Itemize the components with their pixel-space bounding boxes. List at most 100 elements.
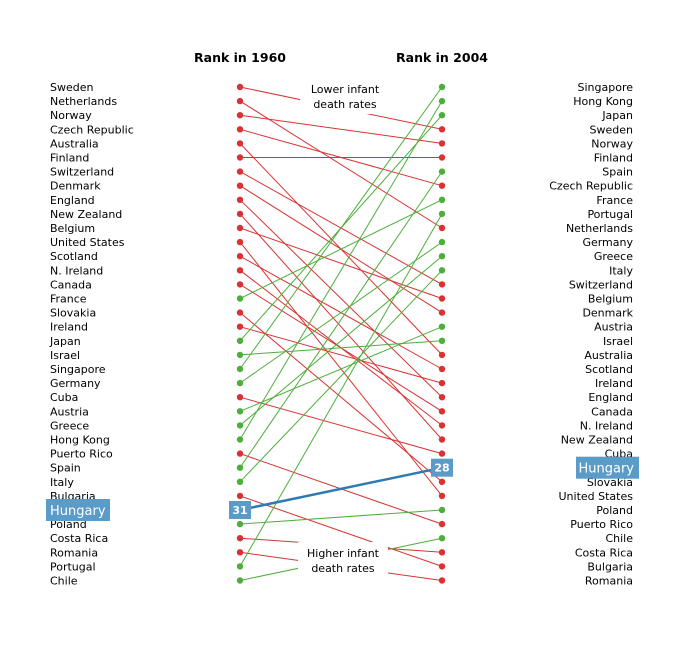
- dot-2004-poland: [438, 506, 446, 514]
- rank-2004-value: 28: [434, 462, 449, 475]
- dot-2004-denmark: [438, 309, 446, 316]
- dot-1960-israel: [236, 351, 244, 359]
- dot-2004-cuba: [438, 450, 446, 457]
- right-label-romania: Romania: [585, 575, 633, 588]
- slope-line-germany: [239, 241, 443, 384]
- lower-note-line1: Lower infant: [311, 83, 380, 96]
- dot-2004-finland: [438, 154, 446, 161]
- right-label-chile: Chile: [605, 532, 633, 545]
- right-label-costa-rica: Costa Rica: [575, 546, 633, 559]
- hungary-highlight: Hungary Hungary 31 28: [46, 456, 639, 521]
- slope-line-belgium: [239, 227, 443, 299]
- dot-1960-switzerland: [236, 168, 244, 175]
- right-label-england: England: [588, 391, 633, 404]
- left-label-costa-rica: Costa Rica: [50, 532, 108, 545]
- right-label-n-ireland: N. Ireland: [580, 419, 633, 432]
- slope-line-hong-kong: [239, 100, 443, 440]
- right-label-italy: Italy: [609, 264, 633, 277]
- dot-1960-new-zealand: [236, 210, 244, 218]
- dot-2004-united-states: [438, 492, 446, 500]
- left-label-hong-kong: Hong Kong: [50, 434, 110, 447]
- dot-1960-spain: [236, 464, 244, 471]
- dot-2004-germany: [438, 238, 446, 246]
- left-label-belgium: Belgium: [50, 222, 95, 235]
- right-label-denmark: Denmark: [582, 307, 633, 320]
- dot-1960-finland: [236, 154, 244, 161]
- left-label-switzerland: Switzerland: [50, 166, 114, 179]
- slope-line-israel: [239, 340, 443, 356]
- dot-1960-netherlands: [236, 97, 244, 105]
- right-label-puerto-rico: Puerto Rico: [570, 518, 633, 531]
- left-label-italy: Italy: [50, 476, 74, 489]
- slope-line-italy: [239, 269, 443, 483]
- right-label-portugal: Portugal: [587, 208, 633, 221]
- right-label-hong-kong: Hong Kong: [573, 95, 633, 108]
- dot-2004-japan: [438, 112, 446, 119]
- left-label-canada: Canada: [50, 278, 92, 291]
- right-label-spain: Spain: [602, 166, 633, 179]
- dot-2004-n-ireland: [438, 422, 446, 429]
- rank-2004-box: [431, 458, 453, 477]
- right-label-czech-republic: Czech Republic: [549, 180, 633, 193]
- dot-1960-france: [236, 295, 244, 302]
- dot-1960-bulgaria: [236, 492, 244, 500]
- dot-2004-singapore: [438, 83, 446, 91]
- dot-1960-canada: [236, 281, 244, 288]
- slope-line-netherlands: [239, 100, 443, 229]
- dot-2004-greece: [438, 253, 446, 260]
- right-label-switzerland: Switzerland: [569, 278, 633, 291]
- rank-1960-value: 31: [232, 504, 247, 517]
- left-label-new-zealand: New Zealand: [50, 208, 122, 221]
- right-label-austria: Austria: [594, 321, 633, 334]
- rank-dots: [236, 83, 446, 584]
- slope-line-cuba: [239, 396, 443, 455]
- slope-line-portugal: [239, 213, 443, 567]
- slope-line-greece: [239, 255, 443, 426]
- right-label-australia: Australia: [584, 349, 633, 362]
- right-label-israel: Israel: [603, 335, 633, 348]
- dot-2004-australia: [438, 351, 446, 359]
- left-label-france: France: [50, 293, 87, 306]
- dot-2004-hong-kong: [438, 97, 446, 105]
- left-label-puerto-rico: Puerto Rico: [50, 448, 113, 461]
- dot-1960-singapore: [236, 365, 244, 373]
- dot-1960-puerto-rico: [236, 450, 244, 457]
- dot-1960-chile: [236, 577, 244, 584]
- right-label-singapore: Singapore: [578, 81, 634, 94]
- dot-1960-hong-kong: [236, 436, 244, 443]
- right-label-germany: Germany: [582, 236, 633, 249]
- slope-lines: [239, 86, 443, 581]
- left-label-england: England: [50, 194, 95, 207]
- dot-2004-scotland: [438, 365, 446, 373]
- slope-line-england: [239, 199, 443, 398]
- dot-1960-scotland: [236, 253, 244, 260]
- left-label-romania: Romania: [50, 546, 98, 559]
- left-label-israel: Israel: [50, 349, 80, 362]
- dot-2004-england: [438, 394, 446, 401]
- right-label-slovakia: Slovakia: [587, 476, 633, 489]
- slope-line-france: [239, 199, 443, 299]
- left-label-hungary: Hungary: [50, 504, 106, 519]
- higher-note-line2: death rates: [311, 562, 375, 575]
- higher-note-line1: Higher infant: [307, 547, 380, 560]
- slope-line-ireland: [239, 326, 443, 384]
- lower-note-bg: [300, 78, 388, 114]
- left-label-austria: Austria: [50, 405, 89, 418]
- lower-note-line2: death rates: [313, 98, 377, 111]
- dot-1960-england: [236, 196, 244, 203]
- right-label-greece: Greece: [594, 250, 633, 263]
- left-label-portugal: Portugal: [50, 560, 96, 573]
- left-label-japan: Japan: [49, 335, 81, 348]
- left-label-n-ireland: N. Ireland: [50, 264, 103, 277]
- rank-1960-box: [229, 501, 251, 519]
- dot-1960-slovakia: [236, 309, 244, 316]
- dot-1960-poland: [236, 520, 244, 528]
- slope-line-hungary: [239, 466, 443, 512]
- dot-2004-spain: [438, 168, 446, 175]
- dot-2004-czech-republic: [438, 182, 446, 189]
- right-label-poland: Poland: [596, 504, 633, 517]
- slope-line-slovakia: [239, 312, 443, 483]
- right-label-japan: Japan: [601, 109, 633, 122]
- left-label-chile: Chile: [50, 575, 78, 588]
